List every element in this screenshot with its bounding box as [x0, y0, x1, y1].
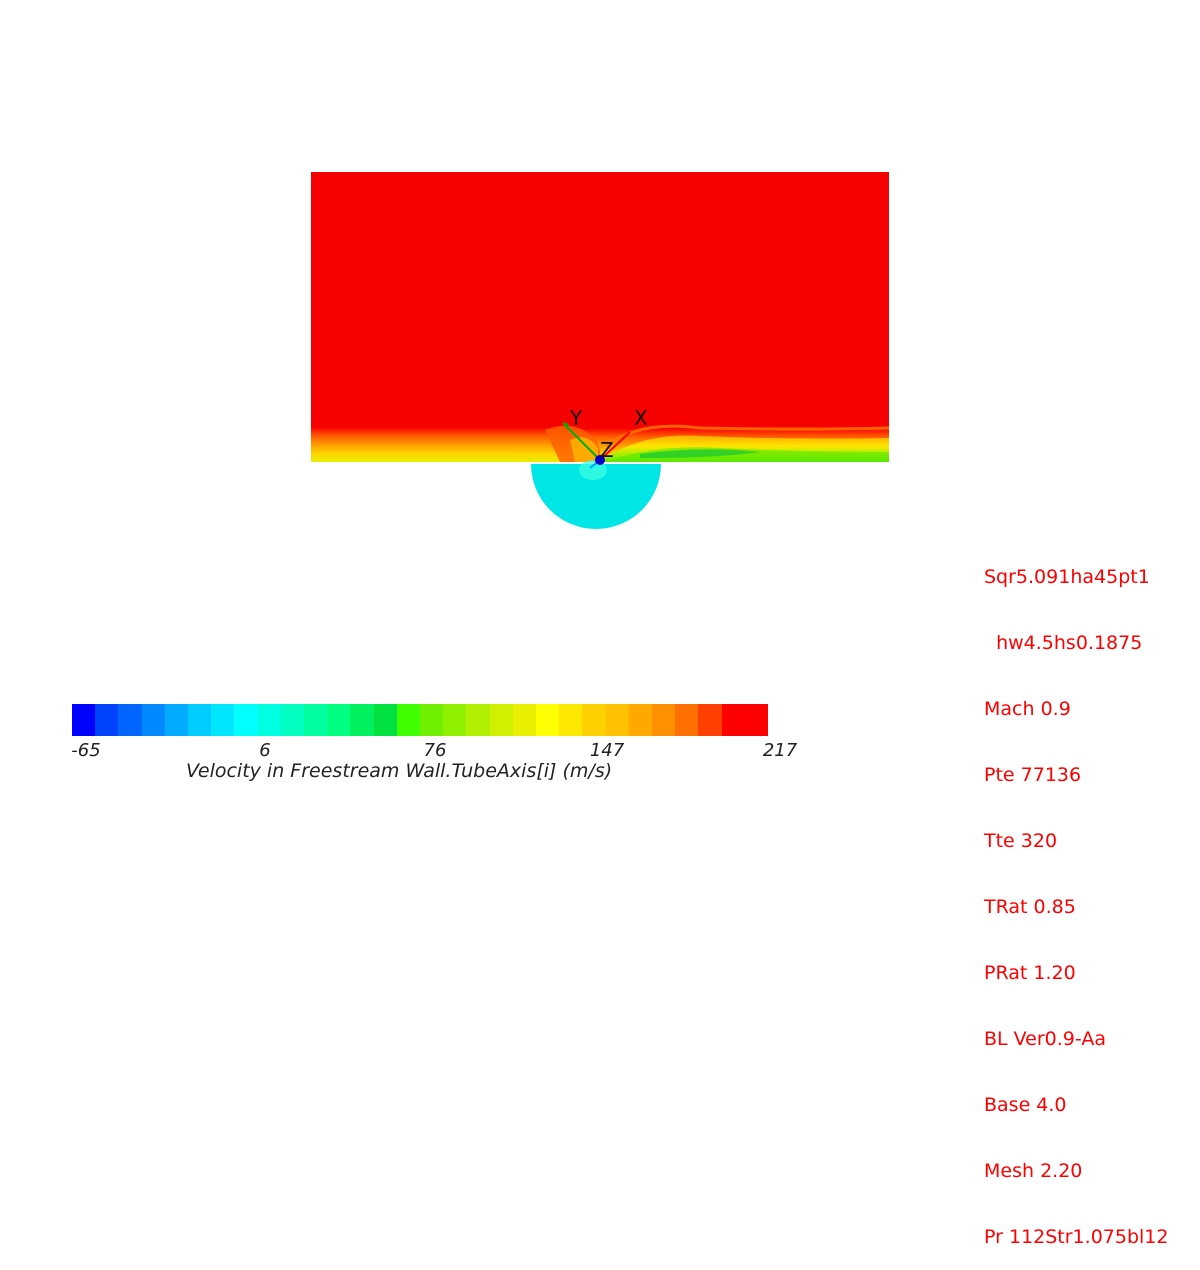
y-axis-arrow [563, 423, 601, 461]
colorbar-swatch [234, 704, 258, 736]
wake-streak [640, 449, 760, 458]
axis-triad: Y X Z [562, 406, 648, 469]
colorbar-swatch [350, 704, 374, 736]
run-info-line: Pte 77136 [984, 764, 1082, 786]
y-axis-arrow-head [562, 422, 569, 428]
run-info-line: TRat 0.85 [984, 896, 1076, 918]
y-axis-label: Y [569, 406, 583, 430]
colorbar-swatch [675, 704, 699, 736]
run-info-line: Sqr5.091ha45pt1 [984, 566, 1150, 588]
run-info-line: PRat 1.20 [984, 962, 1076, 984]
run-info-line: hw4.5hs0.1875 [984, 632, 1143, 654]
colorbar-tick-label: 76 [423, 740, 447, 761]
colorbar-swatch [211, 704, 235, 736]
z-axis-label: Z [600, 438, 614, 462]
colorbar-swatch [396, 704, 421, 736]
colorbar-swatch [628, 704, 653, 736]
colorbar-tick-label: -65 [71, 740, 101, 761]
colorbar-swatch [536, 704, 560, 736]
colorbar-swatch [512, 704, 537, 736]
color-bar [72, 704, 769, 736]
x-axis-label: X [634, 406, 648, 430]
colorbar-swatch [582, 704, 606, 736]
colorbar-swatch [559, 704, 583, 736]
colorbar-swatch [698, 704, 722, 736]
colorbar-tick-label: 6 [259, 740, 271, 761]
colorbar-tick-label: 217 [762, 740, 798, 761]
run-info-line: Mesh 2.20 [984, 1160, 1083, 1182]
colorbar-swatch [466, 704, 490, 736]
contour-plot-viewport[interactable]: Y X Z [0, 0, 1200, 800]
colorbar-swatch [373, 704, 397, 736]
colorbar-swatch [95, 704, 119, 736]
tube-section [531, 464, 661, 529]
origin-marker [595, 455, 605, 465]
wake-upper-edge [605, 424, 890, 448]
run-info-line: BL Ver0.9-Aa [984, 1028, 1106, 1050]
freestream-region [311, 172, 889, 462]
colorbar-swatch [652, 704, 676, 736]
x-axis-arrow [599, 431, 631, 461]
colorbar-swatch [327, 704, 351, 736]
run-info-line: Pr 112Str1.075bl12 [984, 1226, 1169, 1248]
colorbar-swatch [304, 704, 328, 736]
colorbar-swatch [489, 704, 513, 736]
colorbar-swatch [72, 704, 96, 736]
colorbar-swatch [744, 704, 769, 736]
run-info-line: Tte 320 [984, 830, 1058, 852]
colorbar-tick-label: 147 [589, 740, 625, 761]
run-info-panel: Sqr5.091ha45pt1 hw4.5hs0.1875 Mach 0.9 P… [984, 522, 1168, 1270]
colorbar-swatch [141, 704, 165, 736]
jet-bulge-inner [570, 437, 598, 462]
colorbar-swatch [257, 704, 281, 736]
colorbar-swatch [443, 704, 467, 736]
colorbar-swatch [605, 704, 629, 736]
colorbar-swatch [164, 704, 189, 736]
run-info-line: Mach 0.9 [984, 698, 1071, 720]
colorbar-swatch [420, 704, 444, 736]
colorbar-swatch [280, 704, 305, 736]
colorbar-swatch [188, 704, 212, 736]
colorbar-title: Velocity in Freestream Wall.TubeAxis[i] … [186, 760, 613, 782]
colorbar-swatch [118, 704, 142, 736]
colorbar-swatch [721, 704, 745, 736]
run-info-line: Base 4.0 [984, 1094, 1067, 1116]
